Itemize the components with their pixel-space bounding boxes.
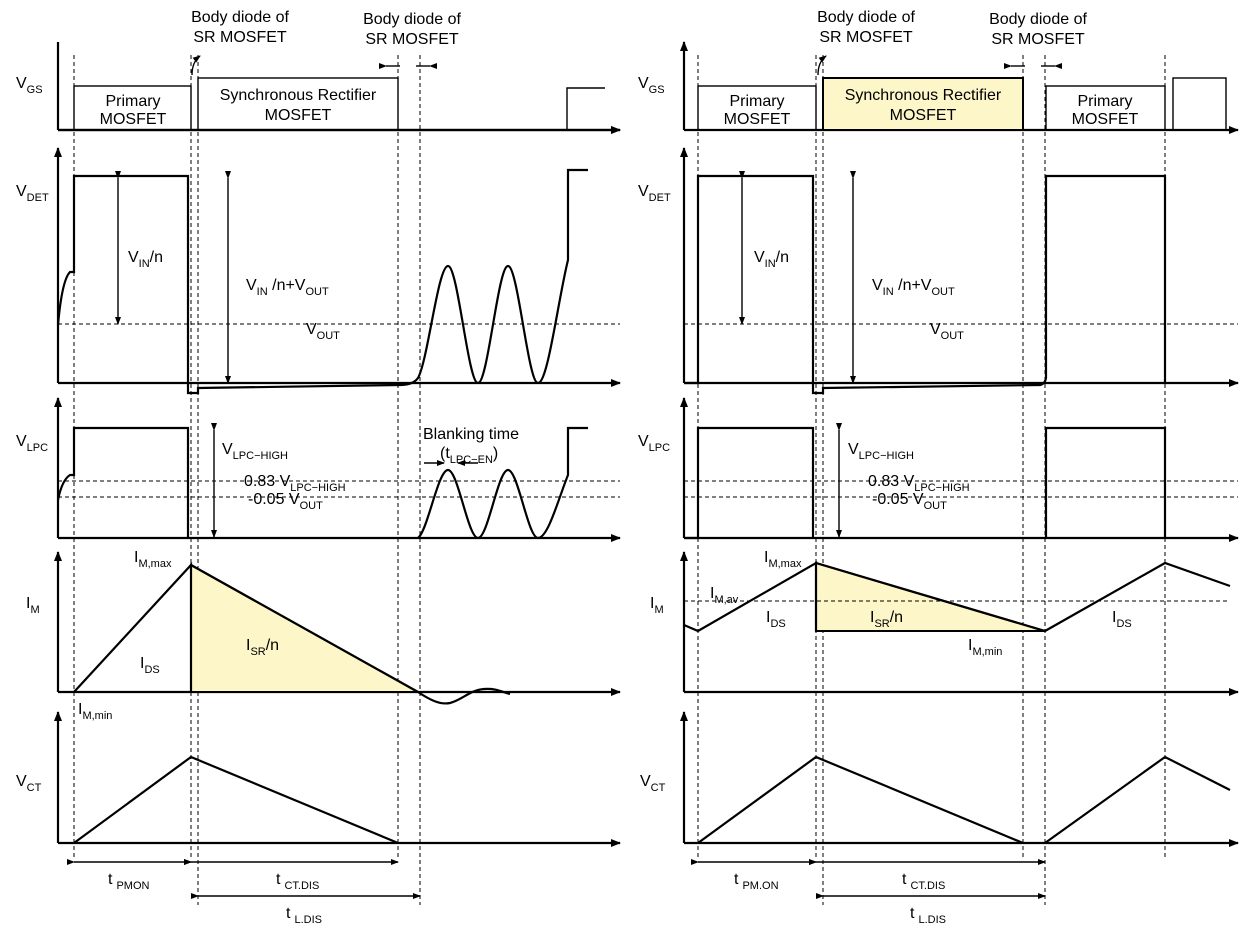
- left-vin-vout-label: VIN /n+VOUT: [246, 277, 329, 298]
- right-vct-label: VCT: [640, 773, 666, 794]
- right-vin-n-label: VIN/n: [754, 249, 789, 270]
- right-vin-vout-label: VIN /n+VOUT: [872, 277, 955, 298]
- right-vlpc-label: VLPC: [638, 433, 670, 454]
- right-body-diode-pointer: [817, 55, 827, 76]
- left-body-diode-2-line2: SR MOSFET: [365, 31, 459, 48]
- right-isr-label: ISR/n: [870, 609, 903, 630]
- left-primary-label-1: Primary: [105, 93, 160, 110]
- right-timing-guides: [697, 55, 1166, 905]
- left-vlpc-label: VLPC: [16, 433, 48, 454]
- left-vct-waveform: [73, 755, 399, 845]
- left-vdet-label: VDET: [16, 183, 49, 204]
- left-body-diode-2-line1: Body diode of: [363, 11, 461, 28]
- right-immax-label: IM,max: [764, 549, 802, 570]
- left-vin-n-label: VIN/n: [128, 249, 163, 270]
- left-vlpc-high-label: VLPC−HIGH: [222, 441, 288, 462]
- right-ids-label: IDS: [766, 609, 786, 630]
- right-primary-pulse-2: [1045, 85, 1166, 131]
- right-primary2-label-2: MOSFET: [1072, 111, 1139, 128]
- right-primary-label-1: Primary: [729, 93, 784, 110]
- right-body-diode-1-line2: SR MOSFET: [819, 29, 913, 46]
- right-vgs-label: VGS: [638, 75, 665, 96]
- right-primary-pulse: [697, 85, 817, 131]
- left-vct-label: VCT: [16, 773, 42, 794]
- right-tctdis-label: t CT.DIS: [902, 871, 945, 892]
- left-isr-label: ISR/n: [246, 637, 279, 658]
- right-vout-label: VOUT: [930, 321, 964, 342]
- right-sync-label-2: MOSFET: [890, 107, 957, 124]
- left-primary-label-2: MOSFET: [100, 111, 167, 128]
- left-panel: [54, 42, 620, 905]
- right-tpmon-label: t PM.ON: [734, 871, 779, 892]
- right-imav-label: IM,av: [710, 585, 739, 606]
- left-tpmon-label: t PMON: [108, 871, 150, 892]
- left-primary-pulse: [73, 85, 192, 131]
- right-vdet-label: VDET: [638, 183, 671, 204]
- left-083-label: 0.83 VLPC−HIGH: [244, 473, 346, 494]
- right-body-diode-1-line1: Body diode of: [817, 9, 915, 26]
- right-im-label: IM: [650, 595, 664, 616]
- left-blanking-label-2: (tLPC−EN): [440, 445, 498, 466]
- left-vout-label: VOUT: [306, 321, 340, 342]
- right-body-diode-2-line1: Body diode of: [989, 11, 1087, 28]
- right-083-label: 0.83 VLPC−HIGH: [868, 473, 970, 494]
- right-immin-label: IM,min: [968, 637, 1002, 658]
- left-im-label: IM: [26, 595, 40, 616]
- right-tldis-label: t L.DIS: [910, 905, 946, 926]
- left-body-diode-1-line2: SR MOSFET: [193, 29, 287, 46]
- left-im-waveform: [73, 562, 511, 705]
- right-labels: VGS VDET VLPC IM VCT Body diode of SR MO…: [638, 9, 1139, 926]
- right-next-pulse: [1172, 77, 1227, 131]
- left-sync-label-1: Synchronous Rectifier: [220, 87, 377, 104]
- left-sr-pulse: [197, 77, 399, 131]
- right-vct-waveform: [697, 755, 1231, 845]
- right-body-diode-2-line2: SR MOSFET: [991, 31, 1085, 48]
- left-immax-label: IM,max: [134, 549, 172, 570]
- left-005-label: -0.05 VOUT: [248, 491, 323, 512]
- right-im-waveform: [683, 561, 1231, 633]
- right-primary-label-2: MOSFET: [724, 111, 791, 128]
- right-panel: [680, 41, 1239, 905]
- right-vlpc-high-label: VLPC−HIGH: [848, 441, 914, 462]
- right-sr-pulse: [822, 77, 1024, 131]
- left-body-diode-1-line1: Body diode of: [191, 9, 289, 26]
- left-immin-label: IM,min: [78, 701, 112, 722]
- left-vlpc-waveform: [56, 426, 588, 540]
- right-primary2-label-1: Primary: [1077, 93, 1132, 110]
- left-tctdis-label: t CT.DIS: [276, 871, 319, 892]
- right-sync-label-1: Synchronous Rectifier: [845, 87, 1002, 104]
- left-vgs-label: VGS: [16, 75, 43, 96]
- left-labels: VGS VDET VLPC IM VCT Body diode of SR MO…: [16, 9, 519, 926]
- right-vdet-waveform: [684, 174, 1167, 395]
- left-sync-label-2: MOSFET: [265, 107, 332, 124]
- left-vdet-waveform: [56, 168, 588, 395]
- left-ids-label: IDS: [140, 655, 160, 676]
- right-vlpc-waveform: [684, 426, 1167, 540]
- right-005-label: -0.05 VOUT: [872, 491, 947, 512]
- right-ids2-label: IDS: [1112, 609, 1132, 630]
- left-blanking-label-1: Blanking time: [423, 426, 519, 443]
- left-body-diode-pointer: [191, 55, 201, 76]
- left-next-pulse: [566, 87, 605, 130]
- left-tldis-label: t L.DIS: [286, 905, 322, 926]
